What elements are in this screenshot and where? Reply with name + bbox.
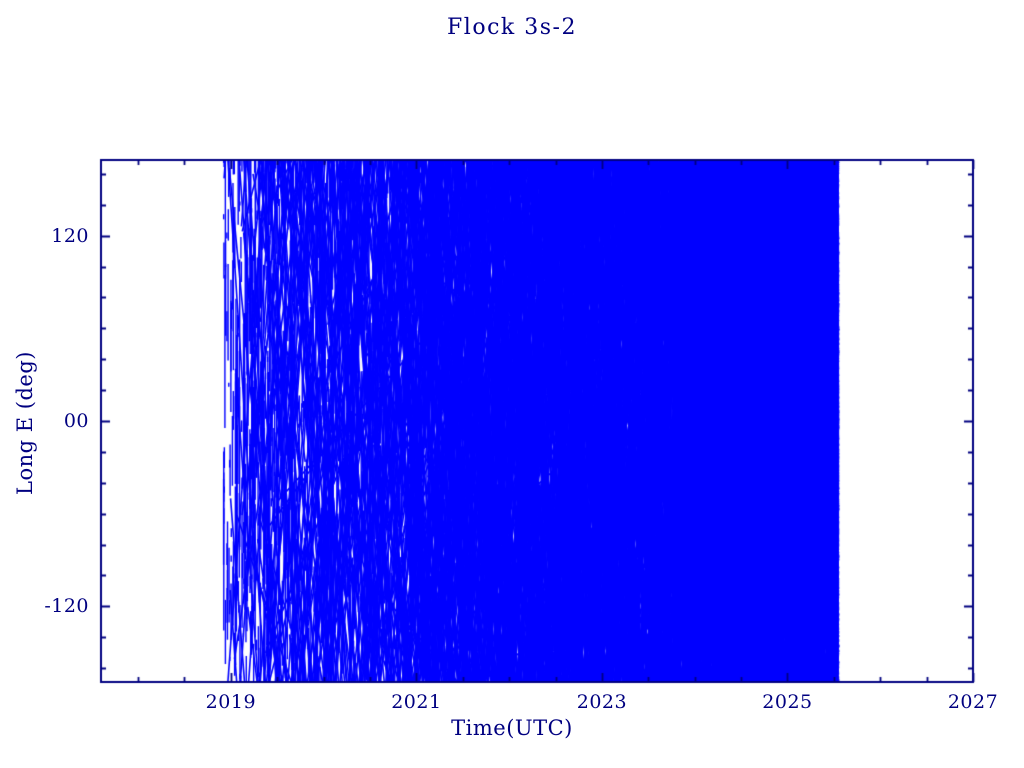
page-title: Flock 3s-2 <box>447 15 577 40</box>
x-axis-label: Time(UTC) <box>451 716 573 740</box>
x-tick-label: 2019 <box>205 691 257 713</box>
x-tick-label: 2023 <box>576 691 628 713</box>
x-tick-label: 2021 <box>391 691 442 713</box>
y-axis-label: Long E (deg) <box>13 351 37 495</box>
y-tick-label: 00 <box>63 410 89 432</box>
x-tick-label: 2025 <box>762 691 813 713</box>
y-tick-label: 120 <box>51 224 89 247</box>
x-tick-label: 2027 <box>947 691 999 713</box>
y-tick-label: -120 <box>44 595 89 618</box>
